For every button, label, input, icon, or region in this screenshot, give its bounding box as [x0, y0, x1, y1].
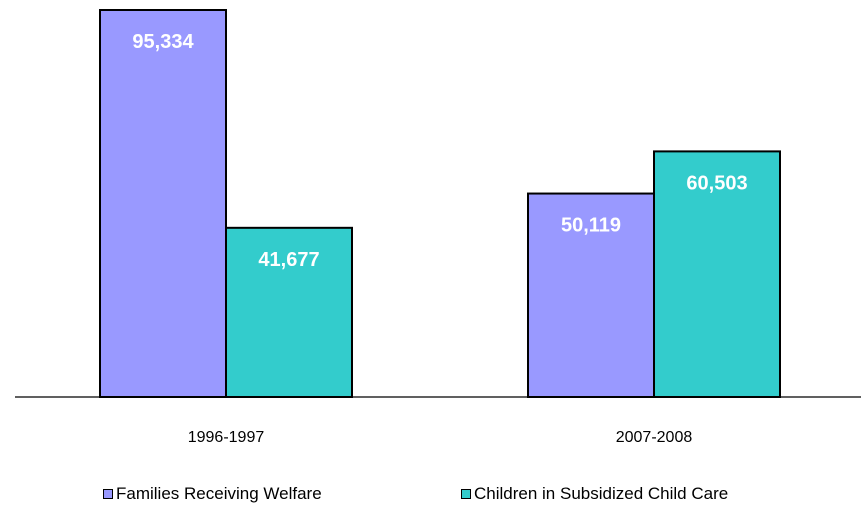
legend-label-families-welfare: Families Receiving Welfare [116, 484, 322, 503]
category-labels: 1996-1997 2007-2008 [188, 429, 693, 446]
bar-children-child-care-2007-2008 [653, 150, 781, 398]
legend-item-children-child-care: Children in Subsidized Child Care [461, 484, 728, 504]
legend-swatch-children-child-care [461, 489, 471, 499]
data-label-children-child-care-1996-1997: 41,677 [258, 249, 319, 271]
data-label-families-welfare-2007-2008: 50,119 [561, 215, 621, 237]
legend-label-children-child-care: Children in Subsidized Child Care [474, 484, 729, 503]
bar-families-welfare-2007-2008 [527, 192, 655, 398]
category-label-1996-1997: 1996-1997 [188, 429, 265, 446]
data-label-children-child-care-2007-2008: 60,503 [686, 172, 747, 194]
legend-swatch-families-welfare [103, 489, 113, 499]
bars-group: 95,334 41,677 50,119 60,503 [99, 9, 781, 398]
category-label-2007-2008: 2007-2008 [616, 429, 693, 446]
data-label-families-welfare-1996-1997: 95,334 [132, 31, 194, 53]
bar-children-child-care-1996-1997 [225, 226, 353, 398]
bar-chart: 95,334 41,677 50,119 60,503 1996-1997 2007-2… [15, 9, 861, 446]
legend: Families Receiving Welfare Children in S… [0, 484, 861, 508]
bar-families-welfare-1996-1997 [99, 9, 227, 398]
legend-item-families-welfare: Families Receiving Welfare [103, 484, 322, 504]
